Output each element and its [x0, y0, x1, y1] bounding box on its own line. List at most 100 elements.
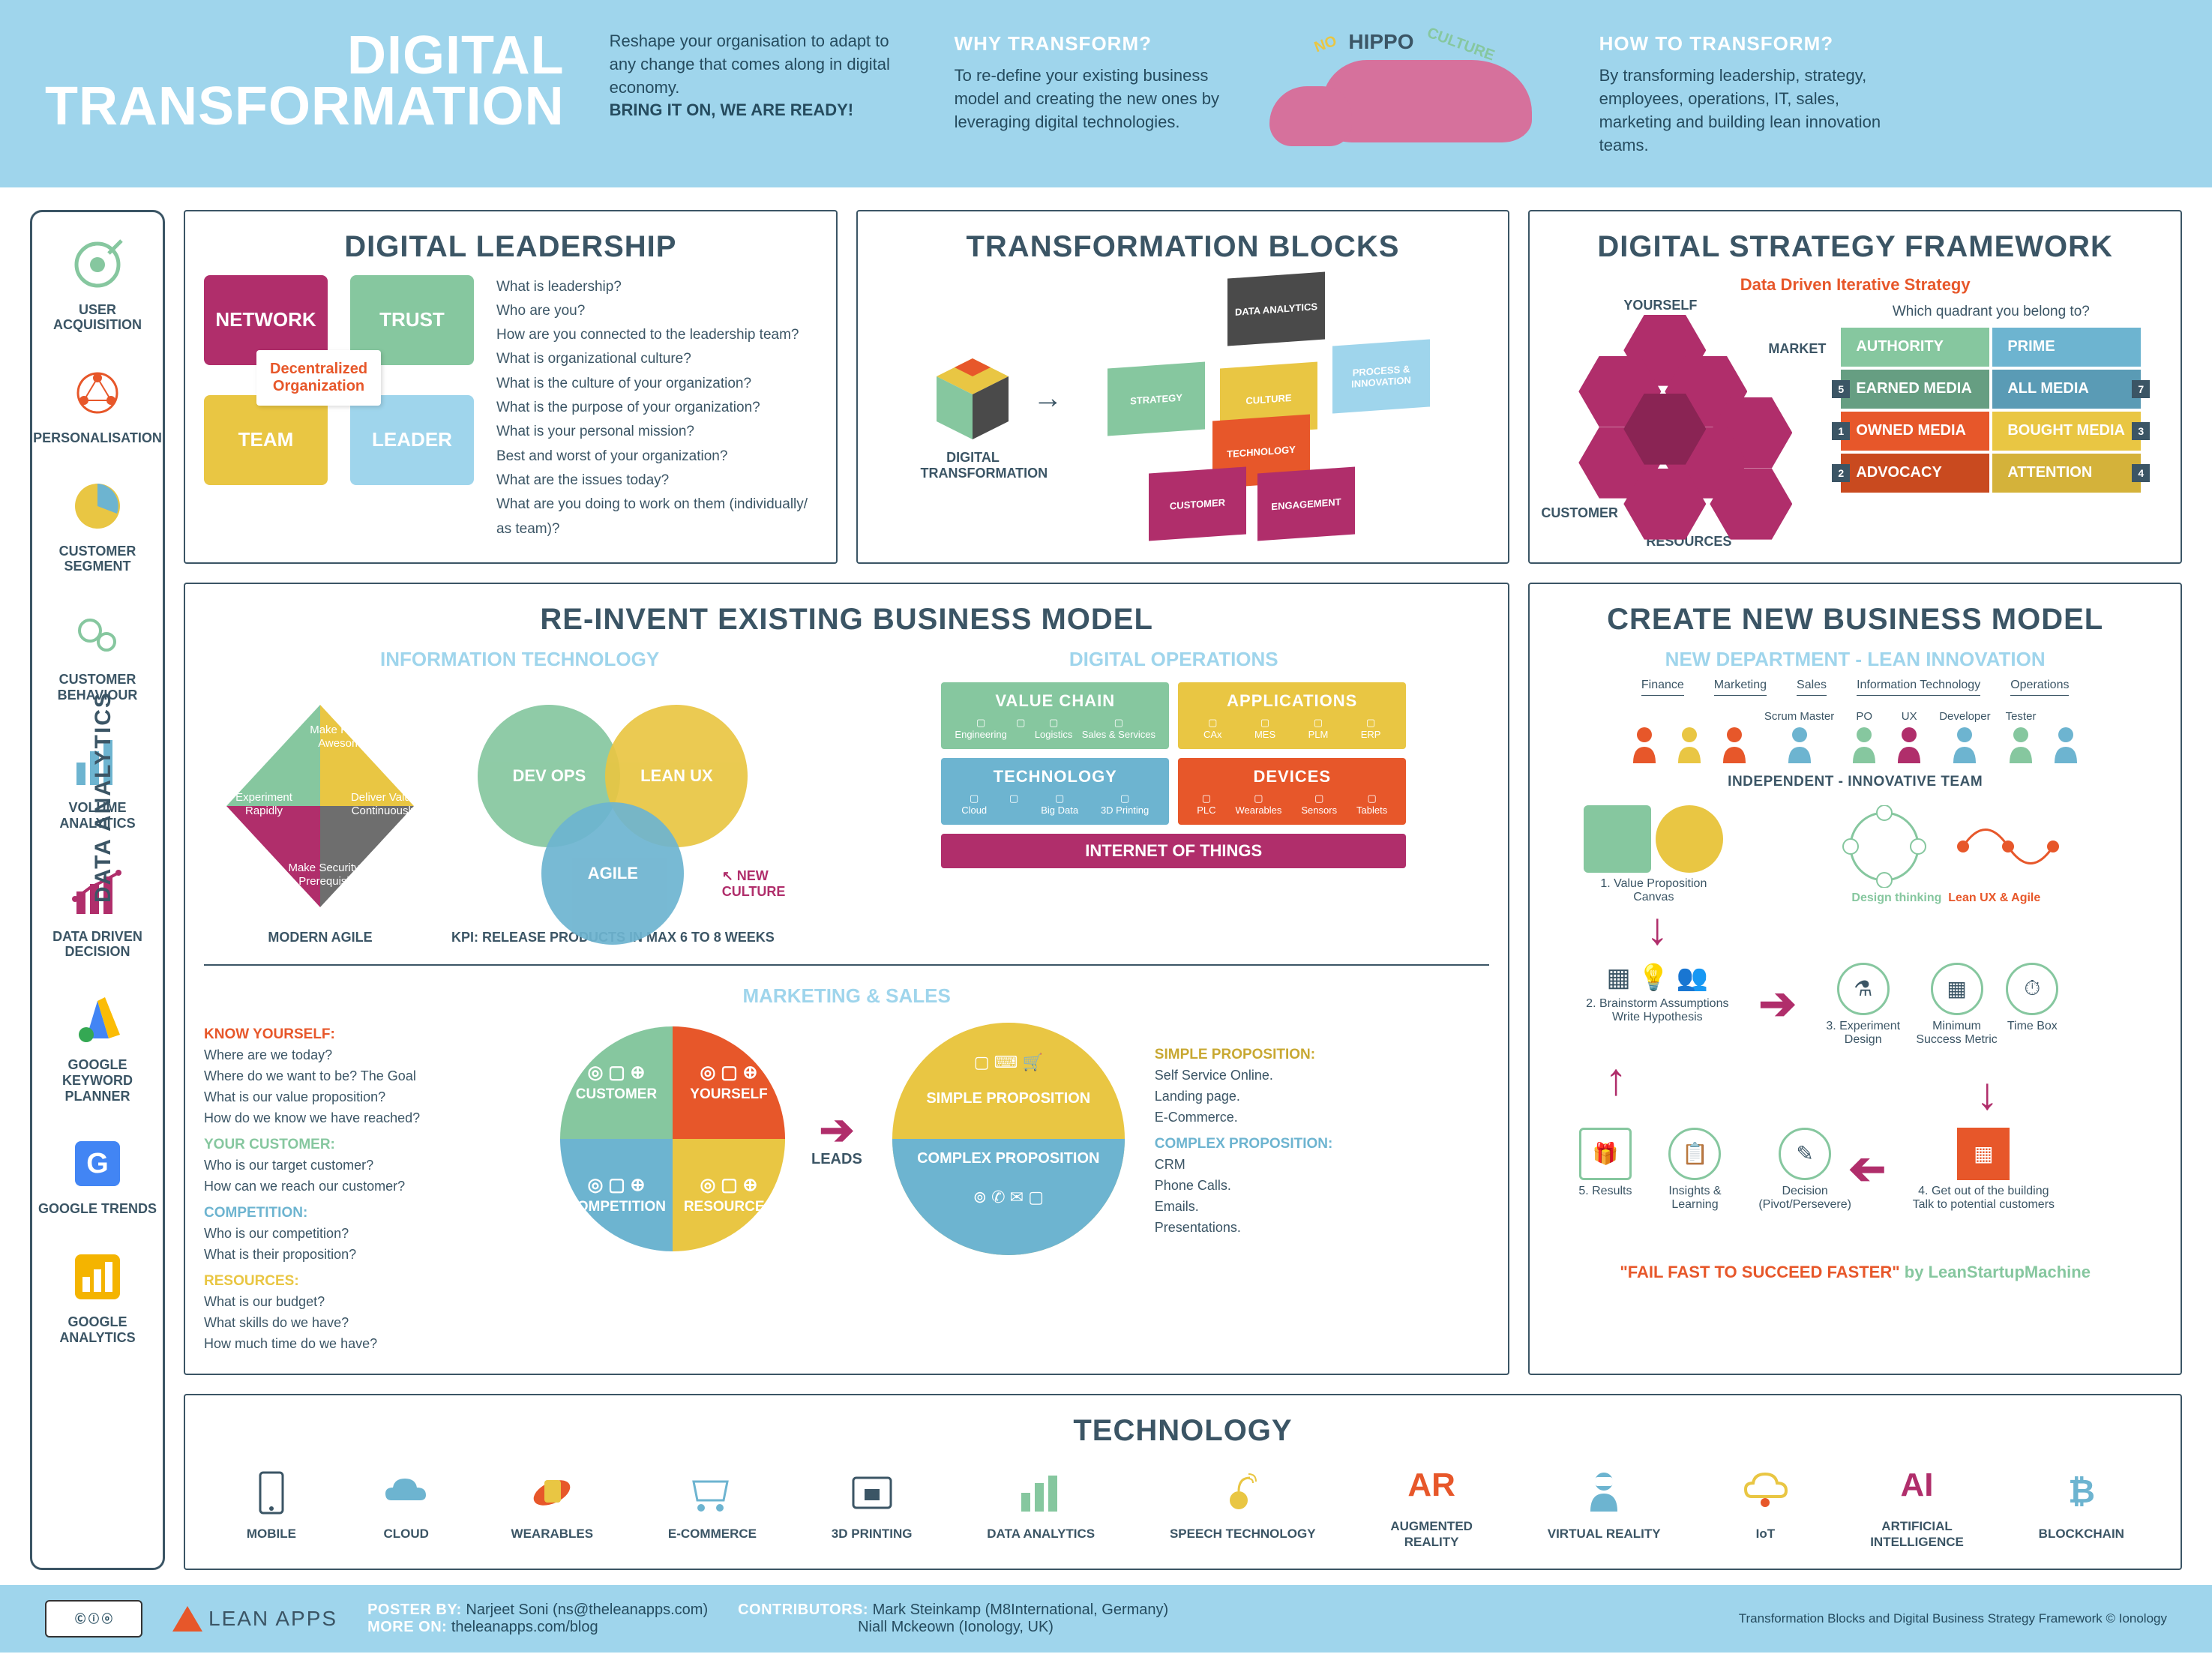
do-subtitle: DIGITAL OPERATIONS	[858, 648, 1489, 671]
tech-item: DATA ANALYTICS	[987, 1467, 1095, 1542]
sidebar-item: CUSTOMERBEHAVIOUR	[58, 604, 138, 703]
tech-title: TECHNOLOGY	[204, 1414, 2162, 1448]
team-role: Developer	[1939, 710, 1990, 766]
team-role	[1719, 723, 1749, 766]
hex-label-bl: CUSTOMER	[1541, 505, 1618, 521]
pie-quadrant: ◎ ▢ ⊕CUSTOMER	[560, 1026, 673, 1139]
lean-step-2: ▦ 💡 👥 2. Brainstorm AssumptionsWrite Hyp…	[1578, 963, 1736, 1024]
hippo-no: NO	[1312, 33, 1339, 57]
diamond-label: Make PeopleAwesome	[298, 724, 388, 751]
svg-text:G: G	[86, 1148, 109, 1179]
tech-item: AIARTIFICIALINTELLIGENCE	[1870, 1459, 1964, 1550]
team-role: UX	[1894, 710, 1924, 766]
quad-cell: BOUGHT MEDIA3	[1992, 412, 2141, 451]
intro-text: Reshape your organisation to adapt to an…	[610, 31, 890, 97]
proposition-list: SIMPLE PROPOSITION:Self Service Online.L…	[1155, 1039, 1333, 1239]
cube-label: DIGITALTRANSFORMATION	[920, 450, 1025, 481]
hex-label-right: MARKET	[1768, 341, 1826, 357]
quad-cell: AUTHORITY	[1841, 328, 1989, 367]
intro-bold: BRING IT ON, WE ARE READY!	[610, 100, 854, 119]
sidebar-item: CUSTOMERSEGMENT	[59, 476, 136, 574]
leadership-grid: DecentralizedOrganization NETWORKTRUSTTE…	[204, 275, 474, 485]
tech-icon	[376, 1467, 436, 1519]
lean-step-insights: 📋 Insights &Learning	[1668, 1128, 1721, 1212]
tech-item: IoT	[1735, 1467, 1795, 1542]
team-role: Scrum Master	[1764, 710, 1834, 766]
tech-icon	[1548, 1467, 1661, 1519]
prop-top: SIMPLE PROPOSITION	[889, 1090, 1128, 1107]
more-link: theleanapps.com/blog	[451, 1619, 598, 1635]
svg-text:₿: ₿	[2068, 1473, 2095, 1510]
team-group: Marketing	[1714, 679, 1767, 699]
mini-block: DATA ANALYTICS	[1227, 271, 1325, 346]
team-group: Sales	[1797, 679, 1827, 699]
leadership-title: DIGITAL LEADERSHIP	[204, 230, 817, 264]
modern-agile-label: MODERN AGILE	[204, 930, 436, 945]
createnew-title: CREATE NEW BUSINESS MODEL	[1548, 603, 2162, 637]
lean-step-4: ▦ 4. Get out of the buildingTalk to pote…	[1901, 1128, 2066, 1212]
tech-item: WEARABLES	[511, 1467, 594, 1542]
poster-by: Narjeet Soni (ns@theleanapps.com)	[466, 1602, 708, 1618]
lean-step-1: 1. Value Proposition Canvas	[1578, 805, 1728, 904]
it-subtitle: INFORMATION TECHNOLOGY	[204, 648, 835, 671]
team-group: Information Technology	[1857, 679, 1980, 699]
lean-quote: "FAIL FAST TO SUCCEED FASTER" by LeanSta…	[1548, 1263, 2162, 1282]
contrib2: Niall Mckeown (Ionology, UK)	[858, 1619, 1054, 1635]
team-role	[1674, 723, 1704, 766]
tech-icon	[987, 1467, 1095, 1519]
panel-blocks: TRANSFORMATION BLOCKS DIGITALTRANSFORMAT…	[856, 210, 1510, 564]
sidebar-item: GOOGLEANALYTICS	[59, 1247, 135, 1345]
quadrant-chart: Which quadrant you belong to? AUTHORITYP…	[1841, 304, 2141, 544]
network-icon	[67, 363, 127, 423]
contrib1: Mark Steinkamp (M8International, Germany…	[873, 1602, 1169, 1618]
tech-item: CLOUD	[376, 1467, 436, 1542]
team-role	[2051, 723, 2081, 766]
leanapps-logo: LEAN APPS	[172, 1606, 337, 1632]
tech-item: SPEECH TECHNOLOGY	[1170, 1467, 1316, 1542]
lean-step-5: 🎁 5. Results	[1578, 1128, 1632, 1198]
lean-step-decision: ✎ Decision(Pivot/Persevere)	[1758, 1128, 1851, 1212]
marketing-pie: ◎ ▢ ⊕YOURSELF◎ ▢ ⊕CUSTOMER◎ ▢ ⊕COMPETITI…	[560, 1026, 785, 1251]
leads-arrow: ➔ LEADS	[811, 1109, 862, 1168]
main-cube-icon: DIGITALTRANSFORMATION	[928, 354, 1018, 444]
sidebar: DATA ANALYTICS USERACQUISITIONPERSONALIS…	[30, 210, 165, 1570]
panel-leadership: DIGITAL LEADERSHIP DecentralizedOrganiza…	[184, 210, 838, 564]
venn-circle: AGILE	[541, 802, 684, 945]
digops-box: TECHNOLOGY▢Cloud▢▢Big Data▢3D Printing	[941, 758, 1169, 825]
tech-icon	[1170, 1467, 1316, 1519]
team-group: Finance	[1641, 679, 1684, 699]
panel-technology: TECHNOLOGY MOBILECLOUDWEARABLESE-COMMERC…	[184, 1394, 2182, 1570]
hex-cluster: YOURSELF MARKET CUSTOMER RESOURCES	[1548, 304, 1818, 544]
leadership-questions: What is leadership?Who are you?How are y…	[496, 275, 817, 541]
tech-item: ARAUGMENTEDREALITY	[1390, 1459, 1473, 1550]
sidebar-item: GOOGLE KEYWORDPLANNER	[33, 990, 162, 1104]
tech-icon: AR	[1390, 1459, 1473, 1512]
team-group: Operations	[2010, 679, 2069, 699]
how-heading: HOW TO TRANSFORM?	[1599, 30, 1899, 57]
target-icon	[67, 235, 127, 295]
sidebar-item: GGOOGLE TRENDS	[38, 1134, 157, 1217]
quad-title: Which quadrant you belong to?	[1841, 304, 2141, 320]
copyright: Transformation Blocks and Digital Busine…	[1739, 1611, 2167, 1626]
tech-item: 3D PRINTING	[832, 1467, 913, 1542]
cc-badge: Ⓒ ⓘ ⓞ	[45, 1600, 142, 1638]
know-yourself-list: KNOW YOURSELF:Where are we today?Where d…	[204, 1019, 534, 1356]
why-text: To re-define your existing business mode…	[955, 64, 1254, 133]
adwords-icon	[67, 990, 127, 1050]
main-title: DIGITAL TRANSFORMATION	[45, 30, 565, 133]
tech-icon	[668, 1467, 757, 1519]
strategy-subtitle: Data Driven Iterative Strategy	[1548, 275, 2162, 295]
ga-icon	[67, 1247, 127, 1307]
lean-step-msc: ▦ MinimumSuccess Metric	[1916, 963, 1997, 1047]
hex-label-top: YOURSELF	[1623, 298, 1697, 313]
iot-bar: INTERNET OF THINGS	[941, 834, 1406, 868]
lead-box: TEAM	[204, 395, 328, 485]
diamond-label: Make Securitya Prerequisite	[279, 861, 369, 888]
panel-reinvent: RE-INVENT EXISTING BUSINESS MODEL INFORM…	[184, 583, 1509, 1376]
tech-item: MOBILE	[241, 1467, 301, 1542]
indep-label: INDEPENDENT - INNOVATIVE TEAM	[1548, 774, 2162, 790]
header-intro: Reshape your organisation to adapt to an…	[610, 30, 910, 122]
pie-quadrant: ◎ ▢ ⊕YOURSELF	[673, 1026, 785, 1139]
leadership-center: DecentralizedOrganization	[256, 350, 381, 406]
quad-cell: PRIME	[1992, 328, 2141, 367]
